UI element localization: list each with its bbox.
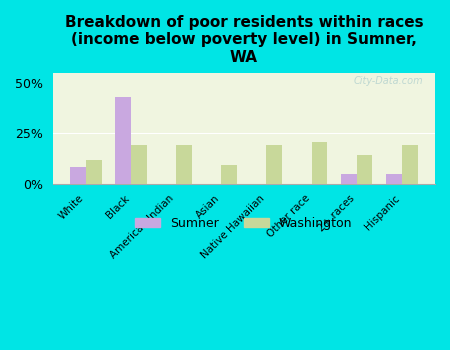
Bar [386,174,402,184]
Text: City-Data.com: City-Data.com [354,76,423,86]
Bar [341,174,357,184]
Title: Breakdown of poor residents within races
(income below poverty level) in Sumner,: Breakdown of poor residents within races… [64,15,423,65]
Bar [266,145,282,184]
Bar [70,167,86,184]
Bar [357,155,373,184]
Bar [115,97,131,184]
Bar [176,145,192,184]
Bar [402,145,418,184]
Legend: Sumner, Washington: Sumner, Washington [130,212,357,235]
Bar [221,166,237,184]
Bar [311,142,327,184]
Bar [131,145,147,184]
Bar [86,160,102,184]
